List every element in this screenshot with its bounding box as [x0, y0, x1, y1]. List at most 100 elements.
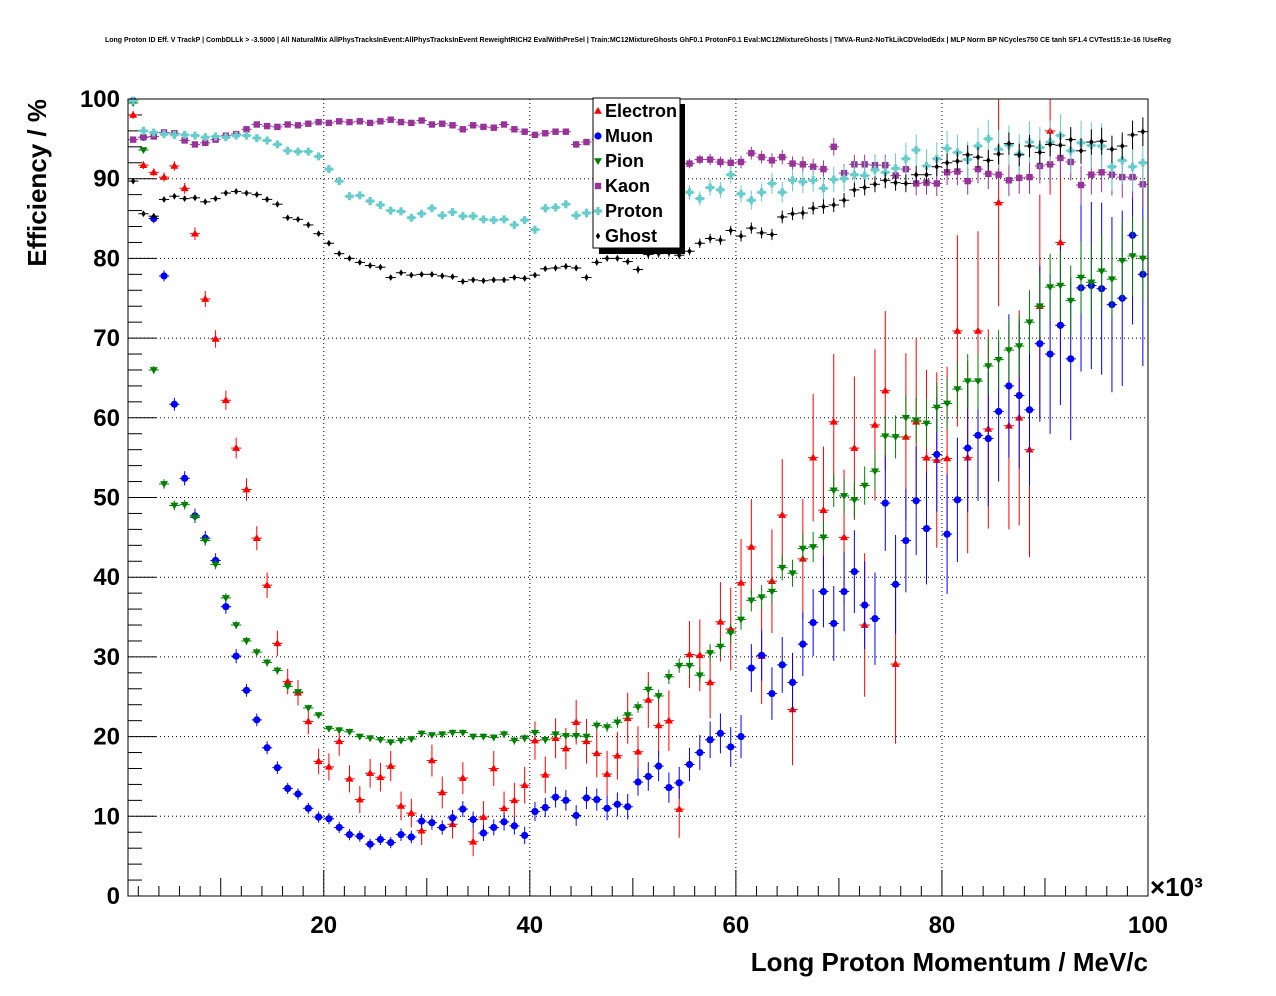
data-point: [1056, 321, 1065, 329]
y-axis-title: Efficiency / %: [22, 99, 52, 267]
data-point: [840, 493, 849, 500]
data-point: [561, 733, 570, 740]
data-point: [799, 161, 807, 168]
data-point: [860, 482, 869, 490]
data-point: [696, 748, 704, 757]
data-point: [707, 235, 713, 242]
data-point: [1035, 303, 1044, 311]
data-point: [541, 736, 550, 744]
y-tick-label: 80: [93, 245, 120, 272]
data-point: [831, 201, 836, 209]
data-point: [263, 581, 272, 588]
series-pion: [128, 100, 1148, 747]
data-point: [798, 545, 807, 553]
data-point: [613, 719, 622, 727]
data-point: [644, 772, 652, 781]
data-point: [244, 189, 249, 197]
data-point: [561, 744, 570, 752]
data-point: [737, 158, 745, 166]
data-point: [408, 119, 415, 127]
data-point: [511, 126, 518, 133]
data-point: [141, 210, 146, 218]
data-point: [283, 146, 292, 155]
data-point: [407, 213, 416, 222]
data-point: [737, 616, 746, 624]
data-point: [397, 737, 406, 745]
data-point: [685, 662, 694, 670]
data-point: [1026, 173, 1033, 181]
data-point: [521, 831, 529, 840]
data-point: [170, 161, 179, 169]
data-point: [706, 156, 714, 163]
data-point: [149, 128, 158, 137]
data-point: [654, 721, 663, 729]
data-point: [386, 762, 395, 769]
data-point: [427, 756, 436, 764]
data-point: [986, 156, 991, 164]
data-point: [912, 146, 921, 155]
data-point: [191, 141, 199, 148]
data-point: [489, 734, 498, 742]
data-point: [192, 194, 198, 202]
data-point: [984, 434, 992, 443]
data-point: [500, 804, 509, 812]
data-point: [623, 712, 632, 720]
x-tick-label: 80: [929, 912, 956, 939]
data-point: [151, 212, 156, 220]
data-point: [696, 156, 704, 163]
data-point: [675, 805, 684, 812]
data-point: [1046, 350, 1054, 358]
data-point: [458, 212, 467, 221]
data-point: [335, 177, 344, 186]
data-point: [965, 151, 970, 159]
data-point: [737, 578, 746, 586]
data-point: [840, 533, 849, 541]
data-point: [583, 138, 590, 146]
data-point: [530, 225, 539, 234]
data-point: [635, 266, 641, 273]
data-point: [706, 736, 714, 744]
data-point: [819, 506, 828, 514]
series-muon: [128, 96, 1148, 850]
data-point: [335, 727, 344, 735]
data-point: [790, 210, 795, 218]
data-point: [459, 126, 467, 133]
data-point: [850, 497, 859, 504]
data-point: [675, 662, 684, 670]
data-point: [779, 153, 786, 161]
data-point: [469, 815, 477, 824]
data-point: [634, 747, 642, 755]
y-tick-label: 20: [93, 724, 120, 751]
data-point: [778, 188, 787, 197]
data-point: [490, 124, 497, 131]
data-point: [149, 168, 158, 176]
data-point: [800, 209, 806, 217]
data-point: [386, 206, 395, 215]
data-point: [922, 524, 931, 533]
data-point: [481, 277, 486, 285]
data-point: [1130, 131, 1135, 139]
data-point: [953, 496, 961, 504]
data-point: [427, 732, 436, 740]
data-point: [924, 171, 929, 179]
data-point: [551, 731, 560, 739]
data-point: [345, 831, 354, 839]
data-point: [304, 717, 313, 725]
data-point: [355, 795, 364, 803]
data-point: [893, 179, 898, 187]
data-point: [377, 118, 384, 125]
data-point: [1077, 274, 1086, 282]
data-point: [994, 356, 1003, 364]
data-point: [582, 794, 591, 802]
data-point: [172, 192, 177, 200]
data-point: [572, 718, 581, 726]
data-point: [778, 511, 787, 518]
data-point: [944, 159, 950, 167]
data-point: [531, 131, 539, 139]
data-point: [489, 216, 498, 225]
data-point: [160, 130, 169, 139]
data-point: [427, 204, 436, 213]
data-point: [954, 168, 961, 175]
data-point: [697, 239, 703, 247]
data-point: [934, 163, 939, 171]
